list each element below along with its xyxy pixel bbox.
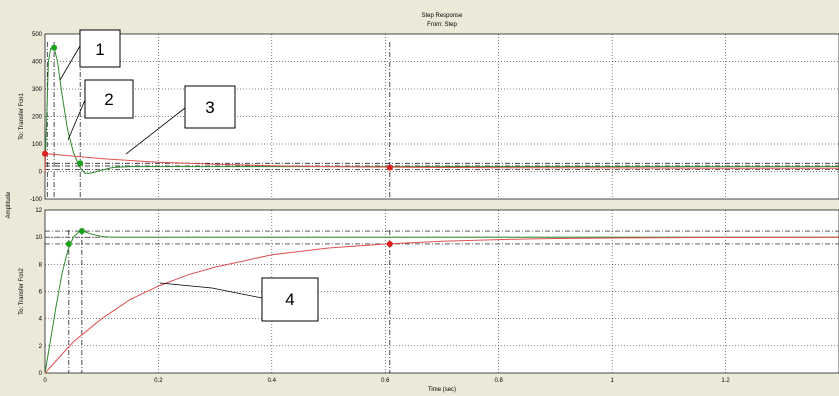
callout-leader-2 — [67, 99, 86, 141]
x-tick-label: 0.6 — [381, 378, 390, 384]
callout-box-4 — [261, 277, 319, 322]
data-marker[interactable] — [65, 240, 72, 247]
annotation-callouts: 1 2 3 4 — [59, 29, 319, 322]
series-line-green — [44, 230, 839, 374]
y-axis-label: Amplitude — [6, 191, 12, 218]
callout-label-3: 3 — [205, 98, 214, 117]
plot-area — [44, 33, 839, 200]
x-tick-label: 0.4 — [268, 378, 277, 384]
x-tick-label: 0 — [43, 378, 47, 384]
series-line-red — [44, 236, 839, 374]
callout-box-2 — [84, 79, 134, 119]
callout-leader-3 — [125, 107, 186, 155]
y-tick-label: -100 — [30, 197, 43, 203]
data-marker[interactable] — [77, 160, 84, 167]
y-tick-label: 0 — [39, 371, 43, 377]
x-tick-label: 1 — [610, 378, 614, 384]
callout-label-4: 4 — [285, 290, 294, 309]
y-tick-label: 8 — [39, 262, 43, 268]
y-tick-label: 300 — [32, 87, 43, 93]
y-tick-label: 12 — [35, 208, 42, 214]
y-tick-label: 200 — [32, 115, 43, 121]
data-marker[interactable] — [51, 44, 58, 51]
callout-label-2: 2 — [104, 90, 113, 109]
panel-transfer-fcn1: 500 400 300 200 100 0 -100 To: Transfer Fcn1 — [19, 32, 839, 203]
callout-leader-4 — [159, 282, 263, 299]
chart-subtitle: From: Step — [427, 22, 457, 28]
panel-transfer-fcn2: 0 0.2 0.4 0.6 0.8 1 1.2 12 10 8 6 4 2 0 To: Transfer F… — [19, 208, 839, 384]
y-tick-label: 400 — [32, 60, 43, 66]
data-marker[interactable] — [386, 240, 393, 247]
y-tick-label: 0 — [39, 170, 43, 176]
panel-y-label: To: Transfer Fcn2 — [19, 267, 25, 314]
x-tick-label: 0.2 — [154, 378, 163, 384]
y-tick-label: 2 — [39, 344, 43, 350]
plot-area — [44, 209, 839, 374]
callout-label-1: 1 — [95, 40, 104, 59]
data-marker[interactable] — [78, 228, 85, 235]
x-axis-label: Time (sec) — [428, 387, 456, 393]
y-tick-label: 100 — [32, 142, 43, 148]
y-tick-label: 4 — [39, 317, 43, 323]
data-marker[interactable] — [386, 164, 393, 171]
callout-box-3 — [184, 85, 236, 129]
data-marker[interactable] — [42, 150, 48, 157]
x-tick-label: 1.2 — [721, 378, 730, 384]
chart-title: Step Response — [421, 13, 463, 19]
callout-leader-1 — [59, 45, 81, 81]
panel-y-label: To: Transfer Fcn1 — [19, 92, 25, 139]
y-tick-label: 500 — [32, 32, 43, 38]
x-tick-label: 0.8 — [495, 378, 504, 384]
y-tick-label: 6 — [39, 290, 43, 296]
y-tick-label: 10 — [35, 235, 42, 241]
series-line-red — [44, 153, 839, 172]
callout-box-1 — [79, 29, 121, 68]
